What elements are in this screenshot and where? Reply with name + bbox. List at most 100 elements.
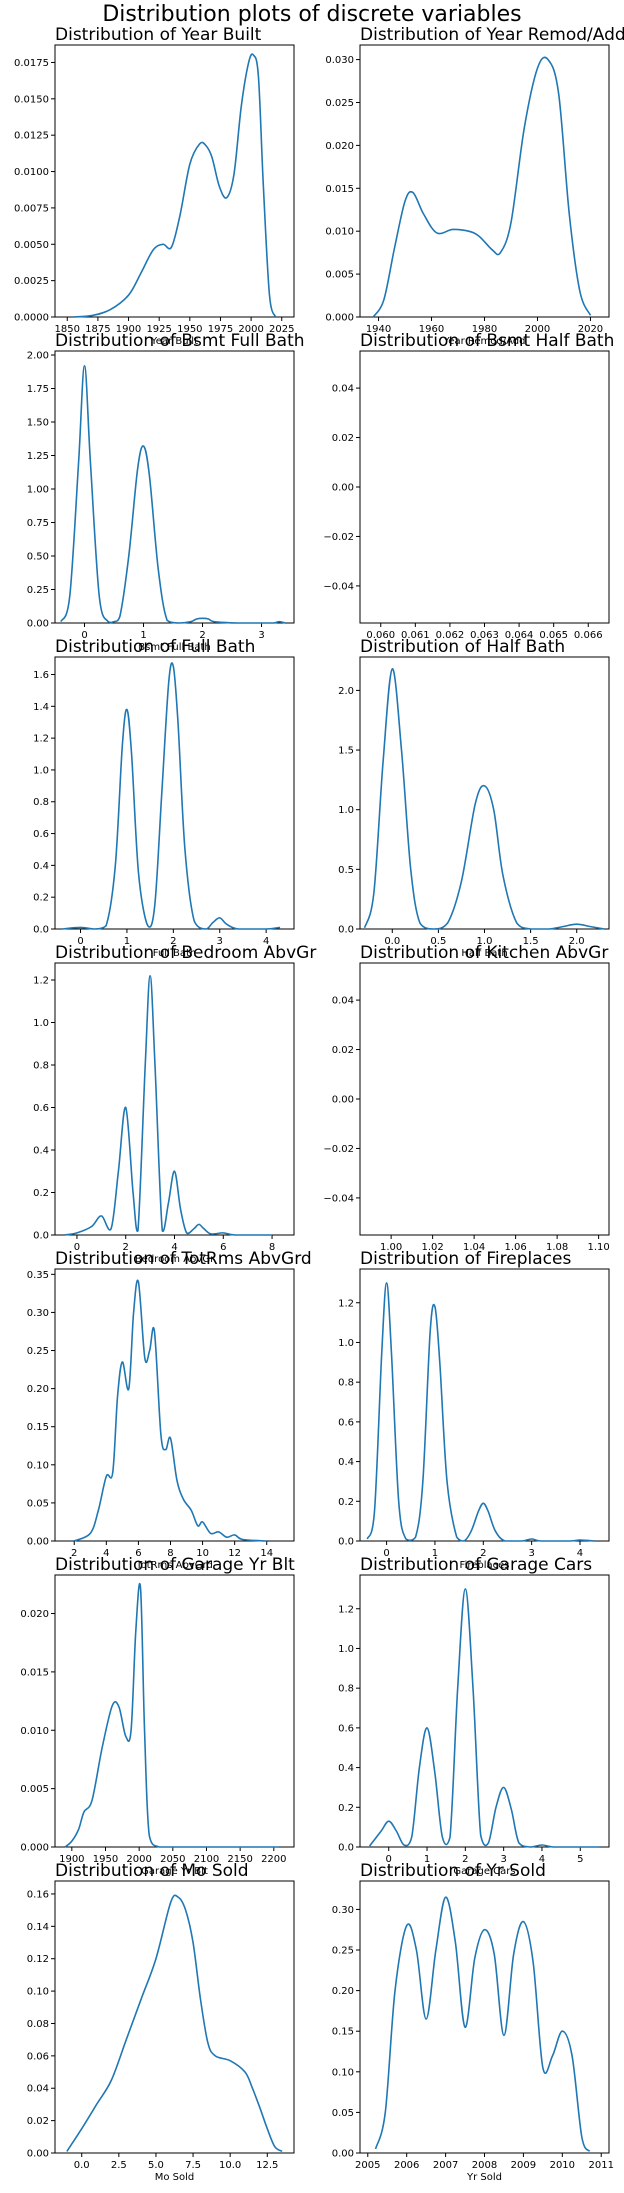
x-tick-label: 0.066 <box>574 630 603 641</box>
x-tick-label: 1 <box>432 1548 438 1559</box>
x-tick-label: 2200 <box>261 1854 286 1865</box>
y-tick-label: 0.10 <box>332 2067 354 2078</box>
chart-title: Distribution of Bsmt Full Bath <box>55 331 305 351</box>
kde-line <box>64 974 273 1236</box>
x-tick-label: 2011 <box>588 2160 613 2171</box>
axes-frame <box>359 962 610 1236</box>
x-axis-label: Bsmt Full Bath <box>138 642 210 653</box>
y-tick-label: 1.4 <box>33 702 49 713</box>
y-tick-label: 0.04 <box>332 384 354 395</box>
y-tick-label: 0.010 <box>20 1726 49 1737</box>
y-tick-label: 0.0100 <box>14 167 49 178</box>
x-tick-label: 2 <box>462 1854 468 1865</box>
x-tick-label: 2006 <box>394 2160 419 2171</box>
y-tick-label: 1.25 <box>27 451 49 462</box>
x-tick-label: 4 <box>263 936 269 947</box>
x-tick-label: 3 <box>500 1854 506 1865</box>
y-tick-label: 2.00 <box>27 351 49 362</box>
y-tick-label: 0.2 <box>33 1188 49 1199</box>
chart-11: Distribution of Garage Yr Blt 0.000 0.005 0… <box>20 1555 295 1877</box>
kde-line <box>73 53 277 318</box>
x-tick-label: 0.064 <box>505 630 534 641</box>
y-tick-label: 0.00 <box>332 483 354 494</box>
kde-line <box>372 56 592 318</box>
x-tick-label: 1925 <box>146 324 171 335</box>
x-tick-label: 0.0 <box>384 936 400 947</box>
x-tick-label: 4 <box>577 1548 583 1559</box>
chart-8: Distribution of Kitchen AbvGr −0.04 −0.02 0… <box>323 943 609 1253</box>
y-tick-label: 0.00 <box>27 619 49 630</box>
y-tick-label: 0.010 <box>325 227 354 238</box>
x-tick-label: 2 <box>71 1548 77 1559</box>
x-axis-label: Full Bath <box>153 948 197 959</box>
x-axis-label: Garage Cars <box>453 1866 515 1877</box>
x-tick-label: 3 <box>528 1548 534 1559</box>
x-tick-label: 0.063 <box>470 630 499 641</box>
kde-line <box>368 1588 600 1848</box>
x-axis-label: Year Remod/Add <box>443 336 526 347</box>
y-tick-label: 0.0000 <box>14 313 49 324</box>
y-tick-label: 0.6 <box>338 1417 354 1428</box>
y-tick-label: 0.0075 <box>14 203 49 214</box>
y-tick-label: 0.12 <box>27 1954 49 1965</box>
kde-line <box>64 1583 279 1848</box>
y-tick-label: 0.04 <box>332 996 354 1007</box>
x-tick-label: 12 <box>228 1548 241 1559</box>
x-tick-label: 1.02 <box>421 1242 443 1253</box>
y-tick-label: 0.00 <box>332 2149 354 2160</box>
y-tick-label: 0.20 <box>332 1986 354 1997</box>
y-tick-label: 1.0 <box>33 765 49 776</box>
y-tick-label: 0.02 <box>332 433 354 444</box>
x-tick-label: 6 <box>220 1242 226 1253</box>
x-tick-label: 2.0 <box>569 936 585 947</box>
y-tick-label: 1.0 <box>338 1338 354 1349</box>
y-tick-label: 0.14 <box>27 1922 49 1933</box>
y-tick-label: 0.00 <box>332 1095 354 1106</box>
x-tick-label: 2010 <box>550 2160 575 2171</box>
chart-9: Distribution of TotRms AbvGrd 0.00 0.05 0.1… <box>27 1249 312 1571</box>
chart-3: Distribution of Bsmt Full Bath 0.00 0.25 0.… <box>27 331 305 653</box>
y-tick-label: 0.4 <box>33 1146 49 1157</box>
x-tick-label: 5 <box>577 1854 583 1865</box>
chart-title: Distribution of Year Remod/Add <box>360 25 624 45</box>
chart-title: Distribution of Garage Yr Blt <box>55 1555 295 1575</box>
axes-frame <box>54 656 295 930</box>
y-tick-label: 0.15 <box>332 2027 354 2038</box>
x-tick-label: 4 <box>539 1854 545 1865</box>
x-tick-label: 1850 <box>55 324 80 335</box>
x-tick-label: 5.0 <box>148 2160 164 2171</box>
x-tick-label: 0.065 <box>539 630 568 641</box>
axes-frame <box>359 44 610 318</box>
x-tick-label: 1 <box>140 630 146 641</box>
chart-title: Distribution of Half Bath <box>360 637 565 657</box>
chart-title: Distribution of Year Built <box>55 25 262 45</box>
x-tick-label: 0.062 <box>436 630 465 641</box>
x-tick-label: 8 <box>269 1242 275 1253</box>
y-tick-label: 0.25 <box>332 1946 354 1957</box>
y-tick-label: 0.0 <box>33 925 49 936</box>
x-tick-label: 2020 <box>578 324 603 335</box>
x-axis-label: Garage Yr Blt <box>141 1866 208 1877</box>
x-tick-label: 1900 <box>59 1854 84 1865</box>
y-tick-label: 0.08 <box>27 2019 49 2030</box>
y-tick-label: 0.0150 <box>14 94 49 105</box>
x-tick-label: 12.5 <box>256 2160 278 2171</box>
chart-title: Distribution of TotRms AbvGrd <box>55 1249 312 1269</box>
y-tick-label: 0.8 <box>338 1378 354 1389</box>
chart-title: Distribution of Bedroom AbvGr <box>55 943 316 963</box>
kde-line <box>61 662 281 930</box>
y-tick-label: 1.2 <box>338 1604 354 1615</box>
x-tick-label: 0.061 <box>401 630 430 641</box>
x-axis-label: Mo Sold <box>155 2172 195 2183</box>
kde-line <box>366 1282 595 1542</box>
x-tick-label: 8 <box>167 1548 173 1559</box>
x-tick-label: 2008 <box>472 2160 497 2171</box>
x-tick-label: 2025 <box>269 324 294 335</box>
x-tick-label: 0.0 <box>74 2160 90 2171</box>
y-tick-label: 0.02 <box>27 2116 49 2127</box>
y-tick-label: 0.75 <box>27 518 49 529</box>
y-tick-label: 0.0175 <box>14 58 49 69</box>
x-tick-label: 1.0 <box>477 936 493 947</box>
y-tick-label: 0.4 <box>33 861 49 872</box>
y-tick-label: 0.00 <box>27 1537 49 1548</box>
